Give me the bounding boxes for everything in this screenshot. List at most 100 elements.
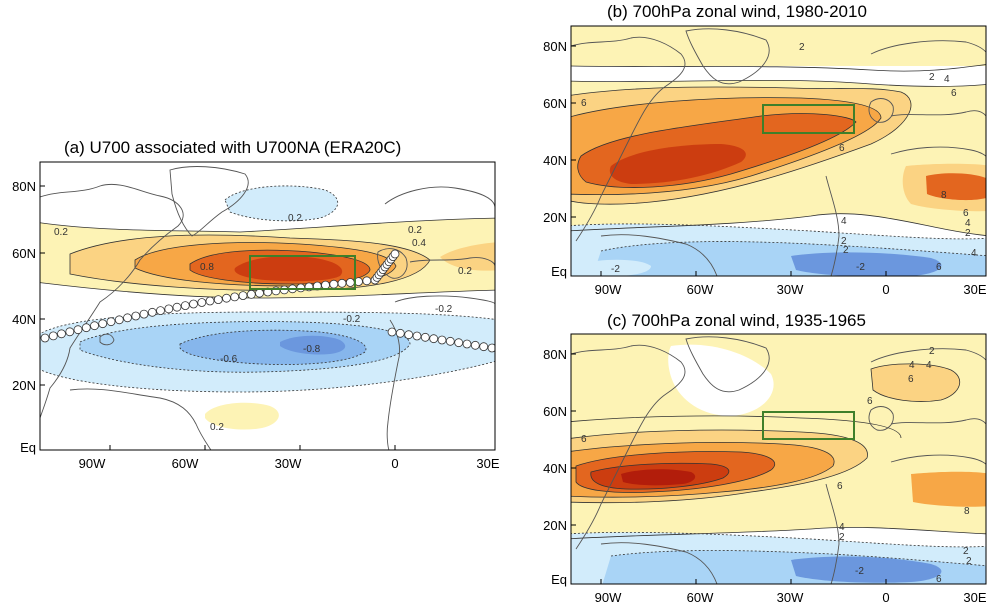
trajectory-marker	[205, 296, 215, 306]
contour-label: 2	[929, 72, 935, 83]
trajectory-marker	[65, 327, 75, 337]
contour-label: -0.2	[343, 314, 361, 325]
y-tick-label: Eq	[551, 572, 567, 587]
contour-label: 4	[839, 522, 845, 533]
y-tick-label: 40N	[12, 312, 36, 327]
contour-label: 4	[841, 216, 847, 227]
x-tick-label: 30E	[476, 456, 499, 471]
contour-label: 0.2	[54, 227, 68, 238]
contour-label: 2	[841, 236, 847, 247]
x-tick-label: 30W	[777, 282, 804, 297]
panel-a-title: (a) U700 associated with U700NA (ERA20C)	[64, 138, 402, 157]
trajectory-marker	[329, 279, 339, 289]
shade-neg-north	[225, 185, 338, 221]
contour-label: 0.2	[288, 213, 302, 224]
trajectory-marker	[296, 283, 306, 293]
y-tick-label: 20N	[543, 518, 567, 533]
contour-label: 8	[964, 506, 970, 517]
trajectory-marker	[487, 343, 495, 353]
contour-label: 2	[963, 546, 969, 557]
x-tick-label: 60W	[172, 456, 199, 471]
x-tick-label: 30E	[963, 282, 986, 297]
trajectory-marker	[164, 304, 174, 314]
y-tick-label: 60N	[543, 404, 567, 419]
y-tick-label: Eq	[20, 440, 36, 455]
region-box	[762, 411, 855, 440]
x-tick-label: 60W	[687, 590, 714, 605]
trajectory-marker	[172, 302, 182, 312]
x-tick-label: 0	[882, 282, 889, 297]
trajectory-marker	[337, 278, 347, 288]
y-tick-label: 60N	[12, 246, 36, 261]
trajectory-marker	[454, 338, 464, 348]
region-box	[249, 255, 356, 290]
contour-label: 4	[944, 74, 950, 85]
trajectory-marker	[404, 330, 414, 340]
trajectory-marker	[345, 278, 355, 287]
x-tick-label: 90W	[595, 282, 622, 297]
contour-label: 2	[839, 532, 845, 543]
trajectory-marker	[479, 342, 489, 352]
contour-label: 2	[966, 556, 972, 567]
x-tick-label: 90W	[79, 456, 106, 471]
y-tick-label: 60N	[543, 96, 567, 111]
x-tick-label: 60W	[687, 282, 714, 297]
contour-label: 6	[581, 98, 587, 109]
contour-label: 0.4	[412, 238, 426, 249]
trajectory-marker	[81, 323, 91, 333]
contour-label: 6	[908, 374, 914, 385]
trajectory-marker	[189, 299, 198, 309]
contour-label: 8	[941, 190, 947, 201]
trajectory-marker	[230, 292, 240, 302]
trajectory-marker	[90, 321, 99, 331]
shade-pos-south	[205, 402, 279, 430]
y-tick-label: 40N	[543, 153, 567, 168]
shade-pos-5	[234, 256, 343, 282]
trajectory-marker	[412, 331, 422, 341]
trajectory-marker	[114, 315, 124, 325]
panel-b-frame	[570, 25, 987, 277]
contour-label: 6	[867, 396, 873, 407]
contour-label: 0.2	[210, 422, 224, 433]
trajectory-marker	[73, 325, 83, 335]
contour-label: -0.8	[303, 344, 321, 355]
trajectory-marker	[470, 340, 480, 350]
panel-c-map: 2 4 4 6 6 6 6 8 4 2 2 2 6 -2 90W 60W 30W…	[543, 333, 987, 605]
trajectory-marker	[131, 311, 141, 321]
trajectory-marker	[147, 307, 157, 317]
contour-label: 4	[965, 218, 971, 229]
contour-label: 0.2	[408, 225, 422, 236]
contour-label: 4	[971, 248, 977, 259]
contour-label: 6	[936, 262, 942, 273]
panel-b-title: (b) 700hPa zonal wind, 1980-2010	[607, 2, 867, 21]
y-tick-label: 40N	[543, 461, 567, 476]
contour-label: 2	[965, 228, 971, 239]
contour-label: 2	[843, 245, 849, 256]
trajectory-marker	[387, 327, 397, 337]
trajectory-marker	[123, 313, 132, 323]
trajectory-marker	[238, 291, 248, 301]
contour-label: -0.2	[435, 304, 453, 315]
contour-label: 6	[951, 88, 957, 99]
shade-pos-blob	[440, 242, 495, 271]
contour-label: 4	[926, 360, 932, 371]
contour-label: 6	[581, 434, 587, 445]
trajectory-marker	[429, 334, 439, 344]
contour-label: 0.8	[200, 262, 214, 273]
x-tick-label: 0	[391, 456, 398, 471]
contour-label: -2	[855, 566, 864, 577]
contour-label: -2	[856, 262, 865, 273]
trajectory-marker	[395, 328, 405, 338]
trajectory-marker	[462, 339, 472, 349]
panel-c-frame	[570, 333, 987, 585]
trajectory-marker	[255, 288, 264, 298]
contour-label: 4	[909, 360, 915, 371]
trajectory-marker	[180, 301, 190, 311]
trajectory-marker	[139, 309, 149, 319]
trajectory-marker	[40, 333, 50, 343]
region-box	[762, 104, 855, 134]
contour-label: 6	[837, 481, 843, 492]
trajectory-marker	[246, 289, 256, 299]
contour-label: 0.2	[458, 266, 472, 277]
contour-label: 2	[929, 346, 935, 357]
